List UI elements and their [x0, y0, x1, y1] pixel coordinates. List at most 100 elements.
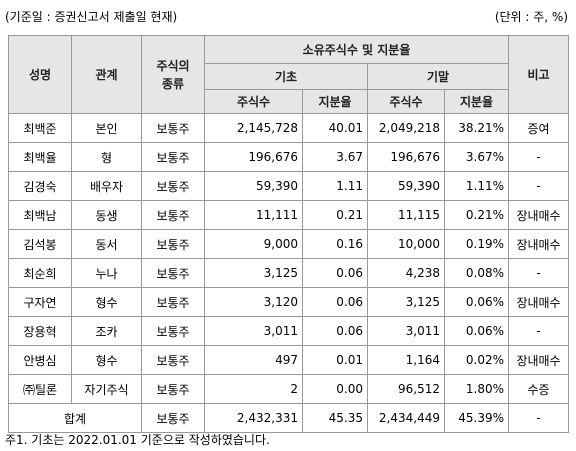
- header-end: 기말: [366, 63, 510, 90]
- table-row: 김경숙 배우자 보통주 59,390 1.11 59,390 1.11% -: [8, 171, 570, 201]
- cell-end-ratio: 0.06%: [443, 287, 510, 317]
- cell-begin-shares: 3,120: [204, 287, 303, 317]
- cell-note: 장내매수: [508, 229, 570, 259]
- cell-begin-ratio: 45.35: [302, 403, 368, 433]
- cell-type: 보통주: [141, 258, 205, 288]
- cell-end-ratio: 38.21%: [443, 113, 510, 143]
- cell-name: ㈜틸론: [8, 374, 72, 404]
- cell-type: 보통주: [141, 374, 205, 404]
- shareholding-table: 성명 관계 주식의 종류 소유주식수 및 지분율 비고 기초 기말 주식수 지분율…: [8, 35, 570, 433]
- cell-name: 최백율: [8, 142, 72, 172]
- cell-begin-shares: 196,676: [204, 142, 303, 172]
- cell-end-shares: 2,434,449: [367, 403, 445, 433]
- cell-total-label: 합계: [8, 403, 142, 433]
- cell-end-shares: 59,390: [367, 171, 445, 201]
- cell-relation: 배우자: [71, 171, 142, 201]
- cell-begin-ratio: 0.21: [302, 200, 368, 230]
- cell-note: 장내매수: [508, 287, 570, 317]
- cell-note: 증여: [508, 113, 570, 143]
- cell-end-ratio: 0.19%: [443, 229, 510, 259]
- cell-end-shares: 4,238: [367, 258, 445, 288]
- cell-begin-ratio: 0.06: [302, 258, 368, 288]
- cell-note: -: [508, 258, 570, 288]
- cell-relation: 본인: [71, 113, 142, 143]
- table-row: ㈜틸론 자기주식 보통주 2 0.00 96,512 1.80% 수증: [8, 374, 570, 404]
- cell-name: 김경숙: [8, 171, 72, 201]
- cell-begin-shares: 2,432,331: [204, 403, 303, 433]
- cell-begin-ratio: 0.16: [302, 229, 368, 259]
- cell-end-ratio: 0.06%: [443, 316, 510, 346]
- table-row: 최백남 동생 보통주 11,111 0.21 11,115 0.21% 장내매수: [8, 200, 570, 230]
- header-end-shares: 주식수: [367, 89, 445, 114]
- table-footnote: 주1. 기초는 2022.01.01 기준으로 작성하였습니다.: [5, 433, 270, 447]
- cell-begin-ratio: 0.06: [302, 287, 368, 317]
- cell-note: 수증: [508, 374, 570, 404]
- header-begin-ratio: 지분율: [302, 89, 368, 114]
- cell-begin-ratio: 40.01: [302, 113, 368, 143]
- cell-end-shares: 10,000: [367, 229, 445, 259]
- cell-end-shares: 96,512: [367, 374, 445, 404]
- table-row: 장용혁 조카 보통주 3,011 0.06 3,011 0.06% -: [8, 316, 570, 346]
- cell-relation: 형수: [71, 287, 142, 317]
- header-note: 비고: [508, 35, 570, 114]
- cell-note: -: [508, 316, 570, 346]
- header-begin: 기초: [204, 63, 368, 90]
- cell-end-shares: 3,125: [367, 287, 445, 317]
- cell-begin-ratio: 3.67: [302, 142, 368, 172]
- cell-end-ratio: 45.39%: [443, 403, 510, 433]
- cell-relation: 형: [71, 142, 142, 172]
- cell-relation: 동생: [71, 200, 142, 230]
- total-row: 합계 보통주 2,432,331 45.35 2,434,449 45.39% …: [8, 403, 570, 433]
- cell-end-ratio: 1.11%: [443, 171, 510, 201]
- cell-name: 최백준: [8, 113, 72, 143]
- cell-begin-shares: 59,390: [204, 171, 303, 201]
- cell-end-ratio: 0.02%: [443, 345, 510, 375]
- cell-end-shares: 3,011: [367, 316, 445, 346]
- cell-end-shares: 2,049,218: [367, 113, 445, 143]
- cell-end-shares: 11,115: [367, 200, 445, 230]
- cell-begin-ratio: 0.06: [302, 316, 368, 346]
- cell-name: 최순희: [8, 258, 72, 288]
- cell-begin-shares: 2,145,728: [204, 113, 303, 143]
- header-begin-shares: 주식수: [204, 89, 303, 114]
- cell-end-ratio: 1.80%: [443, 374, 510, 404]
- cell-relation: 자기주식: [71, 374, 142, 404]
- cell-end-shares: 196,676: [367, 142, 445, 172]
- cell-end-ratio: 0.08%: [443, 258, 510, 288]
- cell-begin-shares: 9,000: [204, 229, 303, 259]
- cell-begin-shares: 3,011: [204, 316, 303, 346]
- cell-note: -: [508, 403, 570, 433]
- cell-relation: 조카: [71, 316, 142, 346]
- cell-begin-shares: 2: [204, 374, 303, 404]
- cell-type: 보통주: [141, 345, 205, 375]
- cell-note: 장내매수: [508, 200, 570, 230]
- cell-begin-shares: 11,111: [204, 200, 303, 230]
- cell-type: 보통주: [141, 287, 205, 317]
- cell-begin-ratio: 1.11: [302, 171, 368, 201]
- cell-name: 최백남: [8, 200, 72, 230]
- cell-type: 보통주: [141, 403, 205, 433]
- table-caption-basis: (기준일 : 증권신고서 제출일 현재): [5, 10, 178, 24]
- cell-type: 보통주: [141, 142, 205, 172]
- header-end-ratio: 지분율: [443, 89, 510, 114]
- cell-type: 보통주: [141, 229, 205, 259]
- cell-name: 구자연: [8, 287, 72, 317]
- cell-begin-shares: 497: [204, 345, 303, 375]
- cell-begin-ratio: 0.00: [302, 374, 368, 404]
- table-row: 김석봉 동서 보통주 9,000 0.16 10,000 0.19% 장내매수: [8, 229, 570, 259]
- cell-relation: 동서: [71, 229, 142, 259]
- cell-end-ratio: 0.21%: [443, 200, 510, 230]
- cell-note: 장내매수: [508, 345, 570, 375]
- table-caption-unit: (단위 : 주, %): [494, 10, 568, 24]
- cell-name: 김석봉: [8, 229, 72, 259]
- table-row: 구자연 형수 보통주 3,120 0.06 3,125 0.06% 장내매수: [8, 287, 570, 317]
- cell-begin-shares: 3,125: [204, 258, 303, 288]
- cell-name: 안병심: [8, 345, 72, 375]
- cell-end-shares: 1,164: [367, 345, 445, 375]
- header-name: 성명: [8, 35, 72, 114]
- cell-type: 보통주: [141, 171, 205, 201]
- header-relation: 관계: [71, 35, 142, 114]
- cell-relation: 누나: [71, 258, 142, 288]
- cell-type: 보통주: [141, 113, 205, 143]
- table-row: 최백준 본인 보통주 2,145,728 40.01 2,049,218 38.…: [8, 113, 570, 143]
